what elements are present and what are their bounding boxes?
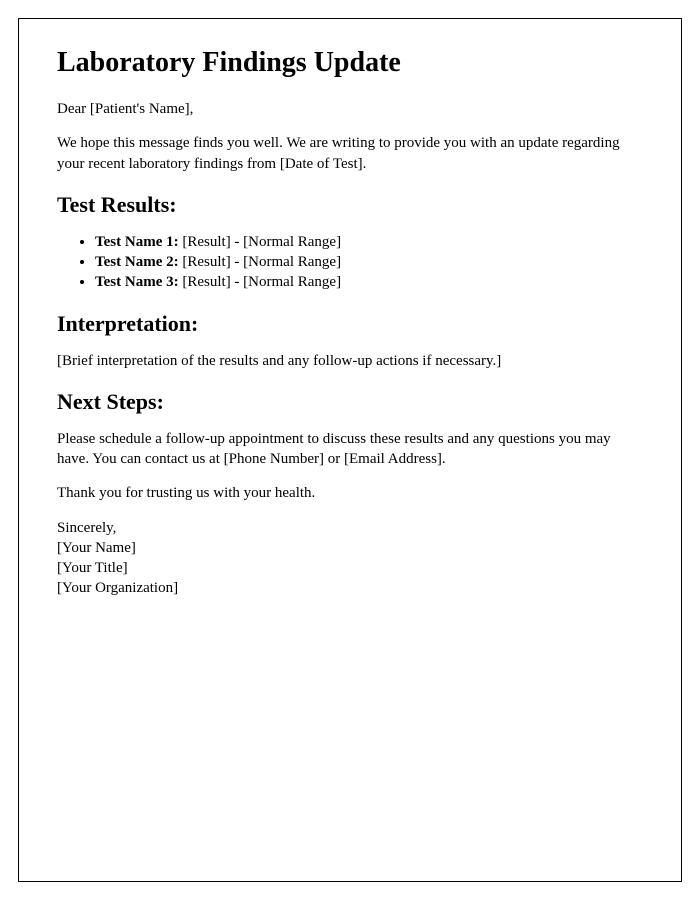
- next-steps-body: Please schedule a follow-up appointment …: [57, 429, 643, 470]
- thanks-line: Thank you for trusting us with your heal…: [57, 483, 643, 503]
- signature-name: [Your Name]: [57, 538, 643, 558]
- signature-block: Sincerely, [Your Name] [Your Title] [You…: [57, 518, 643, 599]
- document-page: Laboratory Findings Update Dear [Patient…: [18, 18, 682, 882]
- intro-paragraph: We hope this message finds you well. We …: [57, 133, 643, 174]
- result-item: Test Name 3: [Result] - [Normal Range]: [95, 272, 643, 292]
- result-value: [Result] - [Normal Range]: [179, 234, 341, 250]
- result-label: Test Name 1:: [95, 234, 179, 250]
- result-label: Test Name 2:: [95, 254, 179, 270]
- result-label: Test Name 3:: [95, 274, 179, 290]
- results-heading: Test Results:: [57, 192, 643, 218]
- results-list: Test Name 1: [Result] - [Normal Range] T…: [95, 232, 643, 293]
- document-title: Laboratory Findings Update: [57, 47, 643, 79]
- interpretation-body: [Brief interpretation of the results and…: [57, 351, 643, 371]
- greeting-line: Dear [Patient's Name],: [57, 99, 643, 119]
- signature-org: [Your Organization]: [57, 578, 643, 598]
- result-item: Test Name 2: [Result] - [Normal Range]: [95, 252, 643, 272]
- result-value: [Result] - [Normal Range]: [179, 254, 341, 270]
- interpretation-heading: Interpretation:: [57, 311, 643, 337]
- closing-line: Sincerely,: [57, 518, 643, 538]
- next-steps-heading: Next Steps:: [57, 389, 643, 415]
- signature-title: [Your Title]: [57, 558, 643, 578]
- result-item: Test Name 1: [Result] - [Normal Range]: [95, 232, 643, 252]
- result-value: [Result] - [Normal Range]: [179, 274, 341, 290]
